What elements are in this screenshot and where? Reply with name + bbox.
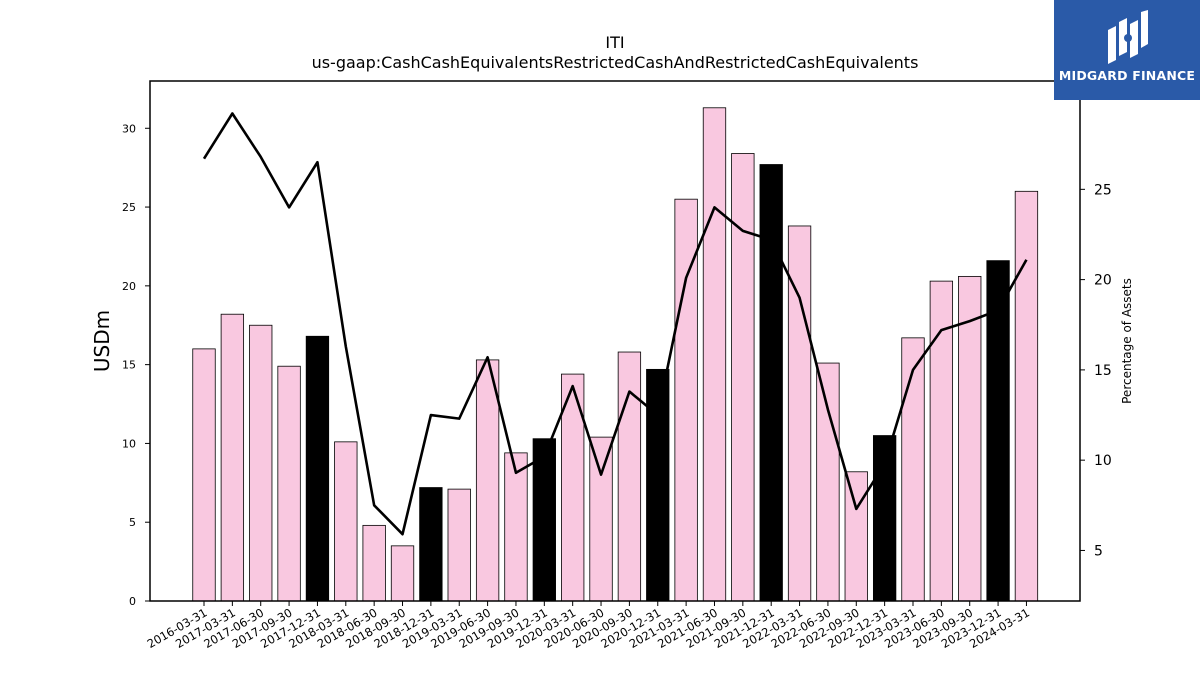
chart-subtitle: us-gaap:CashCashEquivalentsRestrictedCas…: [312, 53, 919, 72]
bar-2018-12-31: [419, 487, 443, 602]
bar-2022-09-30: [844, 471, 868, 602]
bar-2017-03-31: [220, 313, 245, 602]
x-axis: 2016-03-312017-03-312017-06-302017-09-30…: [145, 601, 1032, 651]
y2-tick-label: 20: [1094, 273, 1112, 289]
bar-2021-12-31: [759, 164, 783, 602]
bar-2024-03-31: [1014, 190, 1039, 602]
bar-2017-09-30: [277, 365, 301, 602]
midgard-logo-icon: [1108, 10, 1148, 64]
y2-tick-label: 5: [1094, 543, 1103, 559]
y-tick-label: 25: [122, 201, 136, 214]
bar-2017-06-30: [249, 324, 273, 602]
bar-2021-06-30: [702, 107, 727, 602]
y-tick-label: 10: [122, 437, 136, 450]
y2-tick-label: 25: [1094, 182, 1112, 198]
y-axis-label: USDm: [90, 310, 114, 372]
bar-2018-03-31: [334, 441, 358, 602]
bar-2020-09-30: [617, 351, 642, 602]
bar-layer: [192, 107, 1039, 602]
chart-title: ITI: [605, 33, 624, 52]
bar-2020-06-30: [589, 436, 613, 602]
bar-2019-06-30: [475, 359, 500, 602]
y2-tick-label: 15: [1094, 363, 1112, 379]
bar-2018-09-30: [390, 545, 415, 602]
line-layer: [202, 112, 1028, 536]
y2-tick-label: 10: [1094, 453, 1112, 469]
bar-2019-12-31: [532, 438, 556, 602]
right-axis: 5 10 15 20 25: [1080, 182, 1112, 559]
bar-2016-03-31: [192, 348, 216, 602]
bar-2019-09-30: [504, 452, 528, 602]
bar-2023-03-31: [901, 337, 925, 602]
y2-axis-label: Percentage of Assets: [1120, 278, 1134, 404]
bar-2023-09-30: [958, 275, 982, 602]
bar-2020-12-31: [646, 368, 670, 602]
y-tick-label: 5: [129, 516, 136, 529]
left-axis: 0 5 10 15 20 25 30: [122, 122, 150, 608]
bar-2022-06-30: [816, 362, 840, 602]
bar-2017-12-31: [305, 335, 330, 602]
bar-2019-03-31: [447, 488, 471, 602]
y-tick-label: 15: [122, 359, 136, 372]
brand-name: MIDGARD FINANCE: [1058, 68, 1196, 83]
plot-frame: [149, 80, 1081, 602]
brand-logo: MIDGARD FINANCE: [1054, 0, 1200, 100]
bar-2018-06-30: [362, 524, 386, 602]
y-tick-label: 0: [129, 595, 136, 608]
y-tick-label: 30: [122, 122, 136, 135]
bar-2021-09-30: [731, 153, 755, 602]
y-tick-label: 20: [122, 280, 136, 293]
percentage-of-assets-line: [202, 112, 1028, 536]
